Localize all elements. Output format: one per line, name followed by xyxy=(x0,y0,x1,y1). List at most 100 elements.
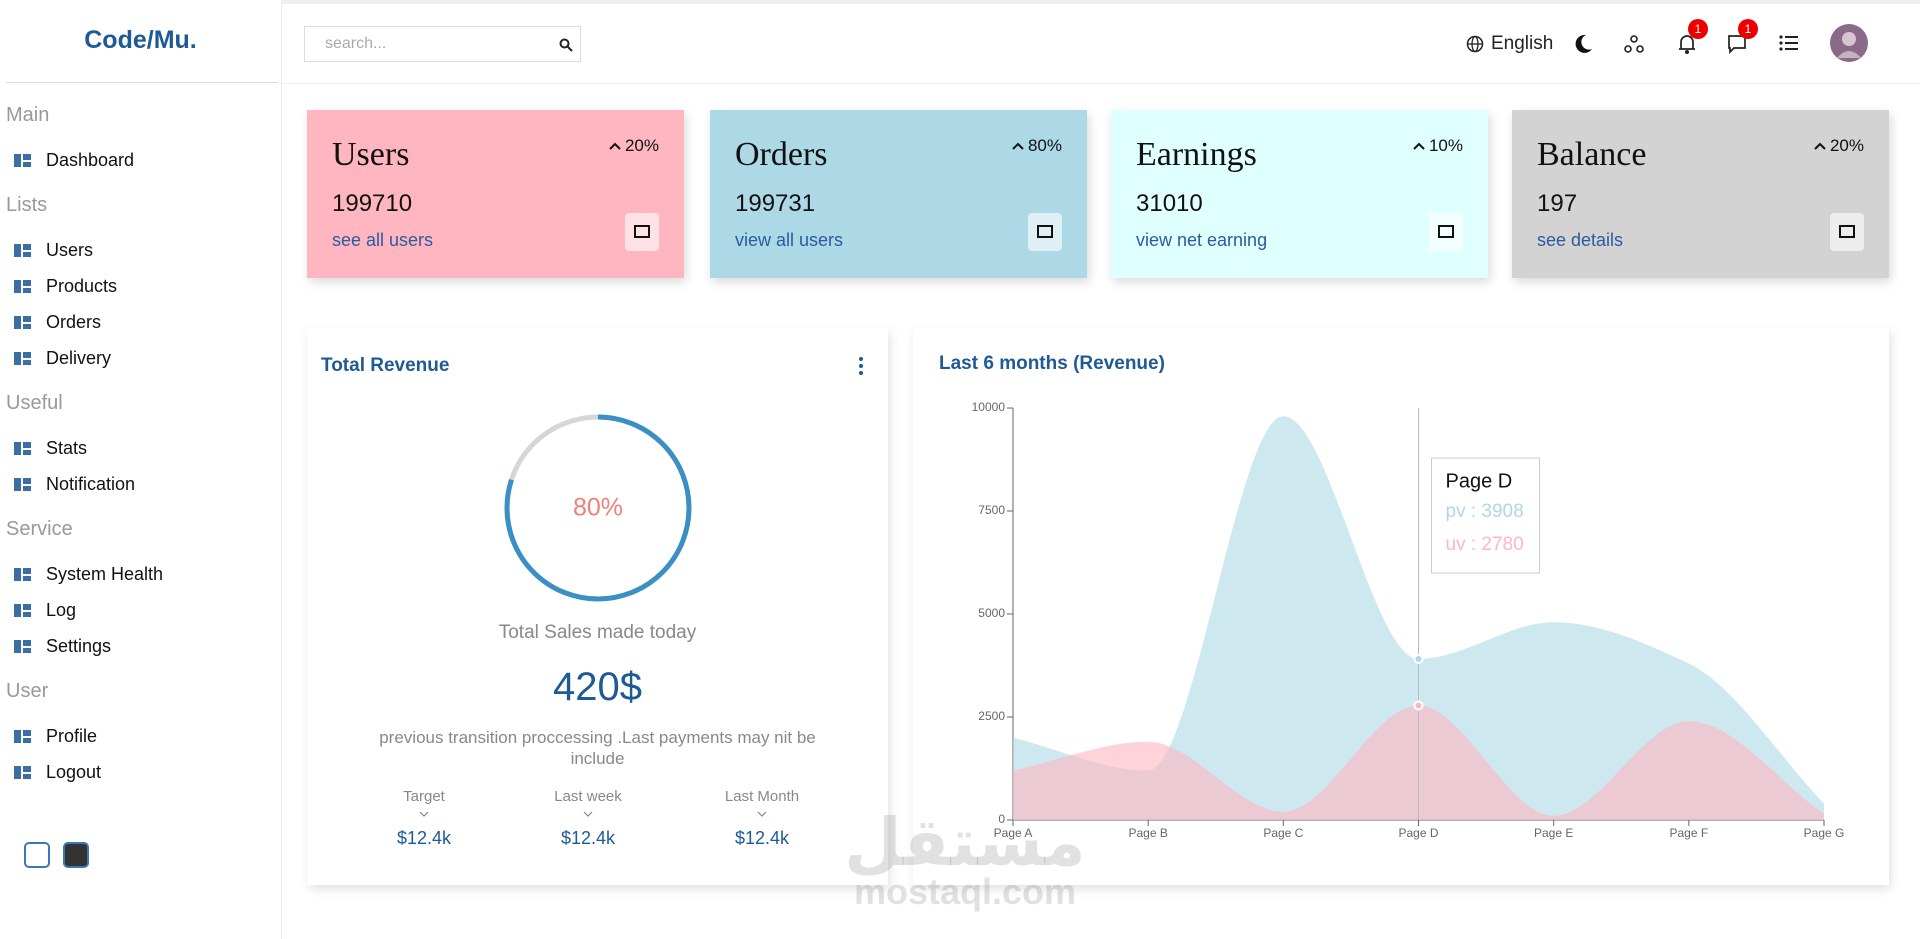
icon-shape xyxy=(23,162,31,167)
y-tick-label: 5000 xyxy=(978,606,1005,620)
menu-item[interactable]: Profile xyxy=(46,726,98,746)
icon-shape xyxy=(23,612,31,617)
icon-shape xyxy=(634,225,650,238)
widget-value: 199710 xyxy=(332,190,413,217)
icon-shape xyxy=(14,766,21,779)
widget-change: 80% xyxy=(1012,136,1062,156)
widget-link[interactable]: view net earning xyxy=(1136,230,1268,250)
icon-shape xyxy=(1839,225,1855,238)
globe-icon[interactable] xyxy=(1466,35,1484,53)
summary-arrow xyxy=(583,811,593,817)
widget-icon[interactable] xyxy=(1830,213,1864,251)
menu-item[interactable]: Orders xyxy=(46,312,102,332)
icon-shape xyxy=(14,154,21,167)
divider xyxy=(6,82,278,83)
section-title: User xyxy=(6,680,49,702)
icon-shape xyxy=(23,604,31,610)
x-tick-label: Page G xyxy=(1804,826,1845,840)
widget-icon[interactable] xyxy=(625,213,659,251)
widget-icon[interactable] xyxy=(1028,213,1062,251)
menu-item[interactable]: Log xyxy=(46,600,77,620)
widget-value: 31010 xyxy=(1136,190,1203,217)
x-tick-label: Page E xyxy=(1534,826,1573,840)
featured-title: Total Revenue xyxy=(321,355,450,376)
icon-shape xyxy=(23,640,31,646)
dark-mode-icon[interactable] xyxy=(1572,33,1594,55)
widget-change-value: 20% xyxy=(624,136,659,155)
messages-badge: 1 xyxy=(1738,19,1758,39)
section-title: Main xyxy=(6,104,50,126)
caret-up xyxy=(609,142,621,150)
icon-shape xyxy=(23,324,31,329)
menu-item[interactable]: Notification xyxy=(46,474,136,494)
menu-item[interactable]: Delivery xyxy=(46,348,112,368)
menu-icon xyxy=(14,280,31,293)
search-icon xyxy=(559,38,573,52)
menu-item[interactable]: System Health xyxy=(46,564,164,584)
menu-icon xyxy=(14,154,31,167)
tooltip-entry: pv : 3908 xyxy=(1446,501,1524,522)
icon-shape xyxy=(14,478,21,491)
arrow-shape xyxy=(757,811,767,817)
more-icon[interactable] xyxy=(858,356,864,376)
icon-shape xyxy=(14,640,21,653)
menu-item[interactable]: Products xyxy=(46,276,118,296)
icon-shape xyxy=(23,352,31,358)
widget-value: 197 xyxy=(1537,190,1578,217)
logo[interactable]: Code/Mu. xyxy=(84,26,197,54)
menu-item[interactable]: Logout xyxy=(46,762,102,782)
icon-shape xyxy=(14,568,21,581)
tooltip-entry: uv : 2780 xyxy=(1446,534,1524,555)
widget-change-value: 20% xyxy=(1829,136,1864,155)
summary-value: $12.4k xyxy=(560,828,616,848)
widget-link[interactable]: see details xyxy=(1537,230,1624,250)
icon-shape xyxy=(23,252,31,257)
avatar[interactable] xyxy=(1830,24,1868,62)
language[interactable]: English xyxy=(1491,33,1554,54)
widget-card: Users 199710 see all users 20% xyxy=(307,110,684,278)
search-placeholder: search... xyxy=(325,35,387,52)
menu-icon xyxy=(14,316,31,329)
featured-panel: Total Revenue 80% Total Sales made today… xyxy=(307,328,888,885)
caret-up xyxy=(1814,142,1826,150)
widget-link[interactable]: view all users xyxy=(735,230,844,250)
notification-icon[interactable] xyxy=(1677,33,1697,55)
summary-value: $12.4k xyxy=(396,828,452,848)
light-theme-swatch[interactable] xyxy=(24,842,50,868)
dark-theme-swatch[interactable] xyxy=(63,842,89,868)
menu-item[interactable]: Settings xyxy=(46,636,112,656)
menu-item[interactable]: Stats xyxy=(46,438,88,458)
search-box[interactable]: search... xyxy=(304,26,581,62)
x-tick-label: Page D xyxy=(1398,826,1438,840)
widget-title: Users xyxy=(332,136,410,173)
menu-icon xyxy=(14,640,31,653)
summary-label: Last week xyxy=(554,788,622,805)
active-dot xyxy=(1413,700,1424,711)
list-icon[interactable] xyxy=(1779,35,1799,51)
caret-up xyxy=(1413,142,1425,150)
icon-shape xyxy=(23,486,31,491)
icon-shape xyxy=(23,478,31,484)
icon-shape xyxy=(23,244,31,250)
widget-title: Balance xyxy=(1537,136,1647,173)
menu-item[interactable]: Users xyxy=(46,240,94,260)
icon-shape xyxy=(23,774,31,779)
x-tick-label: Page F xyxy=(1669,826,1708,840)
icon-shape xyxy=(23,450,31,455)
menu-item[interactable]: Dashboard xyxy=(46,150,135,170)
fullscreen-icon[interactable] xyxy=(1624,34,1644,54)
widget-title: Earnings xyxy=(1136,136,1257,173)
caret-up xyxy=(1012,142,1024,150)
section-title: Useful xyxy=(6,392,63,414)
widget-icon[interactable] xyxy=(1429,213,1463,251)
caret-shape xyxy=(1012,142,1024,150)
icon-shape xyxy=(14,316,21,329)
menu-icon xyxy=(14,730,31,743)
progress-label: 80% xyxy=(573,494,623,522)
notification-badge: 1 xyxy=(1688,19,1708,39)
section-title: Service xyxy=(6,518,73,540)
menu-icon xyxy=(14,478,31,491)
widget-link[interactable]: see all users xyxy=(332,230,434,250)
caret-shape xyxy=(609,142,621,150)
top-bar xyxy=(282,0,1920,84)
